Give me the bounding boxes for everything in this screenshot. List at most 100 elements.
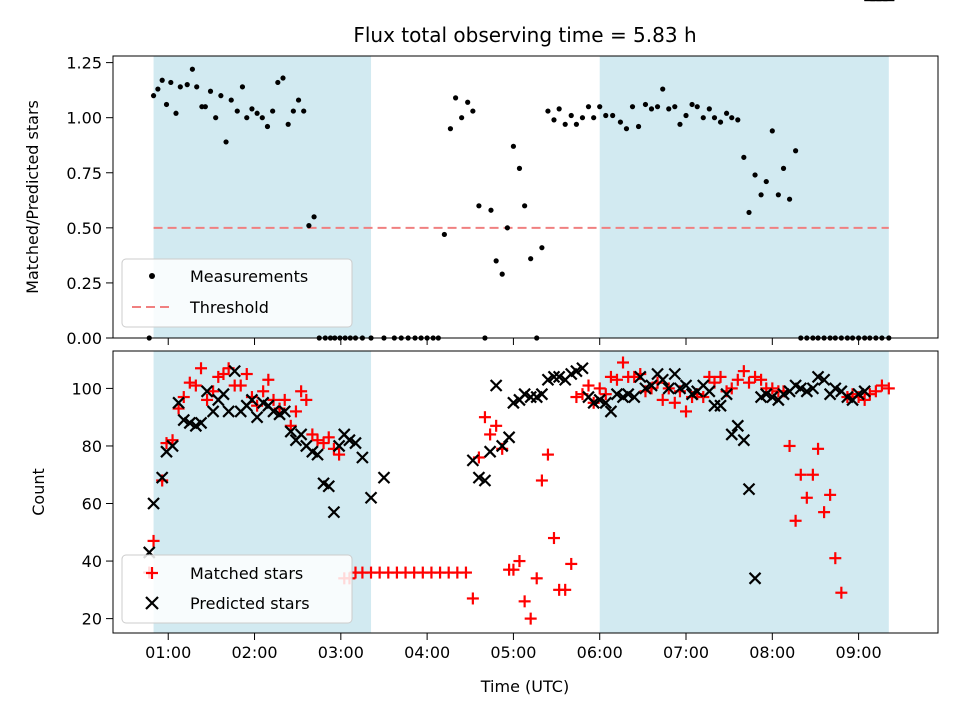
measurement-point (556, 106, 562, 112)
y-tick-label: 80 (82, 437, 102, 456)
matched-star-point (295, 385, 308, 398)
measurement-point (223, 139, 229, 145)
matched-star-point (800, 491, 813, 504)
measurement-point (207, 88, 214, 94)
measurement-point (562, 121, 568, 127)
legend-matched-marker (146, 567, 158, 579)
matched-star-point (829, 552, 842, 565)
matched-star-point (541, 448, 554, 461)
matched-star-point (604, 370, 617, 383)
matched-star-point (593, 382, 606, 395)
top-panel-y-ticks: 0.00 0.25 0.50 0.75 1.00 1.25 (66, 54, 113, 348)
measurement-point (234, 108, 240, 114)
top-panel-y-axis-label: Matched/Predicted stars (23, 100, 42, 294)
predicted-star-point (587, 396, 600, 410)
bottom-panel-y-ticks: 20 40 60 80 100 (71, 379, 113, 629)
measurement-point (290, 108, 296, 114)
matched-star-point (217, 368, 230, 381)
x-tick-label: 02:00 (231, 643, 277, 662)
matched-star-point (749, 370, 762, 383)
x-axis-label: Time (UTC) (480, 677, 569, 696)
measurement-point (493, 258, 499, 264)
matched-star-point (234, 379, 247, 392)
predicted-star-point (478, 474, 492, 487)
measurement-point (660, 86, 666, 92)
predicted-star-point (172, 396, 185, 410)
predicted-star-point (377, 471, 391, 484)
predicted-star-point (858, 385, 871, 398)
measurement-point (629, 104, 636, 110)
y-tick-label: 0.50 (66, 219, 102, 238)
matched-star-point (582, 379, 595, 392)
x-tick-label: 04:00 (404, 643, 450, 662)
measurement-point (522, 203, 528, 209)
predicted-star-point (518, 387, 531, 401)
predicted-star-point (737, 433, 751, 447)
predicted-star-point (720, 387, 733, 401)
matched-star-point (327, 442, 340, 455)
predicted-star-point (343, 433, 356, 447)
measurement-point (711, 115, 718, 121)
predicted-star-point (627, 390, 641, 404)
measurement-point (752, 172, 758, 178)
measurement-point (700, 115, 706, 121)
matched-star-point (755, 373, 768, 386)
predicted-star-point (766, 390, 779, 404)
measurement-point (488, 207, 494, 213)
measurement-point (499, 271, 505, 277)
top-panel-legend: Measurements Threshold (121, 258, 353, 328)
matched-star-point (183, 376, 196, 389)
matched-star-point (317, 437, 330, 450)
measurement-point (189, 66, 195, 72)
matched-star-point (559, 583, 572, 596)
measurement-point (597, 104, 603, 110)
matched-star-point (513, 555, 526, 568)
predicted-star-point (147, 497, 160, 510)
bottom-legend-box (121, 554, 353, 624)
measurement-point (654, 104, 661, 110)
predicted-star-point (679, 379, 693, 392)
predicted-star-point (228, 364, 241, 378)
predicted-star-point (777, 387, 790, 401)
y-tick-label: 1.25 (66, 54, 102, 73)
predicted-stars-points (142, 0, 895, 585)
predicted-star-point (245, 393, 259, 407)
measurement-point (694, 104, 700, 110)
chart-title: Flux total observing time = 5.83 h (353, 23, 696, 47)
predicted-star-point (633, 370, 647, 384)
matched-star-point (530, 572, 543, 585)
measurement-point (244, 115, 250, 121)
measurement-point (786, 196, 793, 202)
predicted-star-point (349, 436, 362, 450)
predicted-star-point (472, 471, 486, 484)
matched-star-point (565, 557, 578, 570)
matched-star-point (172, 402, 185, 415)
y-tick-label: 20 (82, 610, 102, 629)
predicted-star-point (294, 428, 308, 441)
measurement-point (677, 121, 683, 127)
matched-star-point (306, 428, 319, 441)
measurement-point (177, 84, 183, 90)
measurement-point (194, 84, 200, 90)
x-tick-label: 01:00 (145, 643, 191, 662)
measurement-point (579, 115, 586, 121)
predicted-star-point (794, 382, 808, 395)
matched-star-point (714, 370, 727, 383)
measurement-point (285, 121, 291, 127)
measurement-point (723, 110, 730, 116)
y-tick-label: 100 (71, 379, 102, 398)
predicted-star-point (535, 387, 549, 401)
matched-star-point (507, 563, 520, 576)
matched-star-point (818, 506, 831, 519)
predicted-star-point (155, 471, 169, 484)
matched-star-point (610, 373, 623, 386)
measurement-point (528, 256, 534, 262)
matched-star-point (863, 388, 876, 401)
predicted-star-point (206, 405, 220, 418)
measurement-point (441, 231, 447, 238)
predicted-star-point (322, 479, 336, 493)
matched-star-point (858, 393, 871, 406)
bottom-panel-legend: Matched stars Predicted stars (121, 554, 353, 624)
x-tick-label: 07:00 (663, 643, 709, 662)
measurement-point (249, 106, 255, 112)
